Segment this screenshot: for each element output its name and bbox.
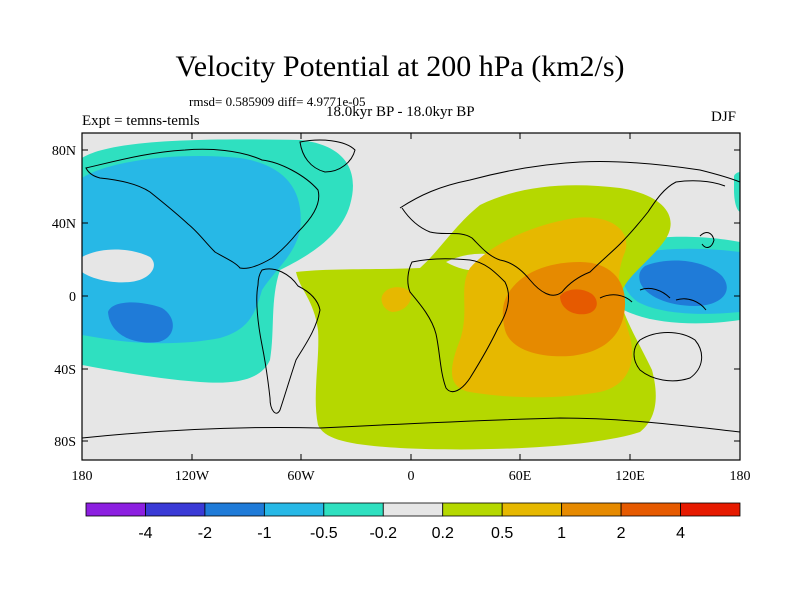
colorbar-label-9: 4 <box>676 525 685 542</box>
x-tick-120E: 120E <box>615 469 645 484</box>
colorbar-label-5: 0.2 <box>432 525 454 542</box>
colorbar-box-4 <box>323 502 384 517</box>
coastline-japan <box>699 232 715 248</box>
coastline-maritime-continent <box>599 287 707 311</box>
colorbar-box-10 <box>680 502 741 517</box>
x-tick-60E: 60E <box>509 469 532 484</box>
region-pos-strong <box>502 262 626 357</box>
coastline-north-america <box>85 148 320 269</box>
region-pos-max <box>560 289 597 315</box>
colorbar-label-6: 0.5 <box>491 525 513 542</box>
coastline-africa <box>407 258 509 393</box>
colorbar <box>85 502 741 517</box>
colorbar-label-3: -0.5 <box>310 525 338 542</box>
x-tick-180-left: 180 <box>72 469 93 484</box>
colorbar-box-5 <box>382 502 444 517</box>
colorbar-box-9 <box>620 502 681 517</box>
x-tick-0: 0 <box>408 469 415 484</box>
x-tick-120W: 120W <box>175 469 210 484</box>
y-tick-40N: 40N <box>52 217 76 232</box>
colorbar-label-0: -4 <box>138 525 152 542</box>
region-neg-mid-pacific <box>82 156 301 344</box>
y-tick-labels: 80N 40N 0 40S 80S <box>52 144 76 450</box>
colorbar-label-1: -2 <box>198 525 212 542</box>
colorbar-label-2: -1 <box>257 525 271 542</box>
colorbar-labels: -4 -2 -1 -0.5 -0.2 0.2 0.5 1 2 4 <box>138 525 685 542</box>
x-tick-180-right: 180 <box>730 469 751 484</box>
x-tick-labels: 180 120W 60W 0 60E 120E 180 <box>72 469 751 484</box>
map-panel <box>82 133 740 460</box>
colorbar-box-6 <box>442 502 503 517</box>
region-neg-strong-pacific <box>108 302 173 343</box>
colorbar-label-8: 2 <box>617 525 626 542</box>
y-tick-80N: 80N <box>52 144 76 159</box>
coastline-eurasia <box>399 160 740 296</box>
coastline-south-america <box>256 268 321 414</box>
period-text: 18.0kyr BP - 18.0kyr BP <box>326 104 475 120</box>
plot-title: Velocity Potential at 200 hPa (km2/s) <box>175 50 625 83</box>
region-pos-mid-atlantic <box>381 287 411 312</box>
colorbar-box-3 <box>263 502 325 517</box>
colorbar-box-2 <box>204 502 265 517</box>
y-tick-80S: 80S <box>54 435 76 450</box>
axis-ticks <box>81 133 741 460</box>
coastlines <box>82 139 740 439</box>
coastline-antarctica <box>82 417 740 439</box>
y-tick-0: 0 <box>69 290 76 305</box>
coastline-greenland <box>299 139 356 173</box>
season-label: DJF <box>711 109 737 125</box>
y-tick-40S: 40S <box>54 363 76 378</box>
colorbar-box-0 <box>85 502 146 517</box>
colorbar-label-7: 1 <box>557 525 566 542</box>
colorbar-label-4: -0.2 <box>369 525 397 542</box>
region-neg-strong-wpacific <box>639 260 727 306</box>
region-neg-weak-arctic-edge <box>734 172 740 212</box>
stats-text: rmsd= 0.585909 diff= 4.9771e-05 <box>189 94 366 109</box>
experiment-label: Expt = temns-temls <box>82 113 200 129</box>
x-tick-60W: 60W <box>287 469 315 484</box>
coastline-australia <box>633 332 703 382</box>
colorbar-box-8 <box>561 502 622 517</box>
colorbar-box-7 <box>501 502 563 517</box>
colorbar-box-1 <box>145 502 206 517</box>
region-neutral-pacific <box>82 249 154 283</box>
